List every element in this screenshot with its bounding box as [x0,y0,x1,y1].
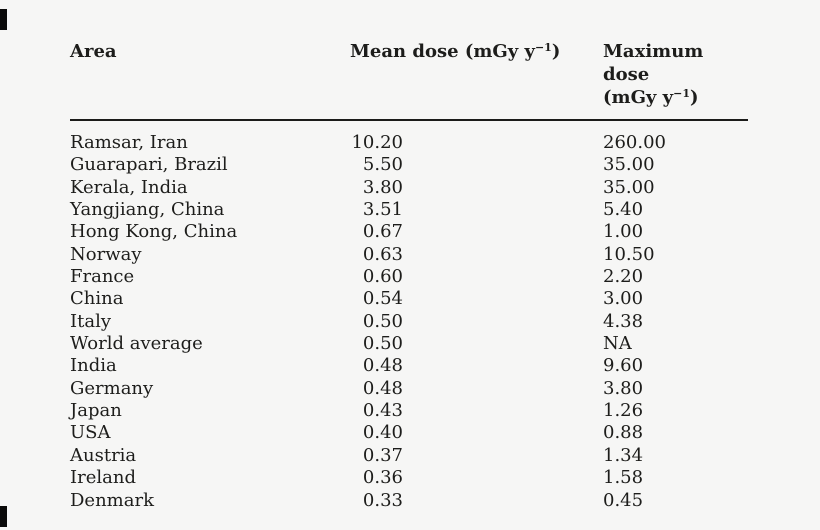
cell-max-dose: 4.38 [603,310,644,332]
table-row: Yangjiang, China 3.51 5.40 [70,199,750,221]
cell-mean-dose: 0.60 [362,266,403,288]
table-row: World average 0.50 NA [70,333,750,355]
cell-max-dose: 1.00 [603,221,644,243]
cell-area: Ireland [70,467,136,489]
radiation-dose-table: Area Mean dose (mGy y−1) Maximum dose (m… [70,40,750,512]
table-row: Italy 0.50 4.38 [70,311,750,333]
cell-max-dose: 35.00 [603,154,655,176]
cell-area: Denmark [70,489,154,511]
table-row: Kerala, India 3.80 35.00 [70,177,750,199]
table-row: China 0.54 3.00 [70,288,750,310]
cell-max-dose: 3.00 [603,288,644,310]
cell-max-dose: 10.50 [603,243,655,265]
cell-max-dose: 0.88 [603,422,644,444]
table-row: Ireland 0.36 1.58 [70,467,750,489]
cell-mean-dose: 0.40 [362,422,403,444]
cell-area: Hong Kong, China [70,221,238,243]
cell-mean-dose: 0.43 [362,400,403,422]
cell-max-dose: 9.60 [603,355,644,377]
cell-area: Guarapari, Brazil [70,154,228,176]
table-body: Ramsar, Iran 10.20 260.00 Guarapari, Bra… [70,132,750,512]
cell-max-dose: 1.34 [603,444,644,466]
column-header-area: Area [70,40,350,63]
cell-area: Ramsar, Iran [70,132,188,153]
column-header-mean-dose: Mean dose (mGy y−1) [350,41,561,62]
cell-area: China [70,288,124,310]
cell-mean-dose: 0.37 [362,444,403,466]
cell-area: Kerala, India [70,176,188,198]
cell-max-dose: 1.26 [603,400,644,422]
cell-area: USA [70,422,111,444]
cell-mean-dose: 5.50 [362,154,403,176]
cell-area: Austria [70,444,137,466]
cell-mean-dose: 0.50 [362,310,403,332]
cell-mean-dose: 0.63 [362,243,403,265]
column-header-maximum-dose: Maximum dose (mGy y−1) [603,41,704,108]
cell-mean-dose: 0.50 [362,333,403,355]
cell-max-dose: 35.00 [603,176,655,198]
cell-mean-dose: 3.80 [362,176,403,198]
cell-area: World average [70,333,203,355]
scan-artifact-bottom-left [0,506,7,527]
cell-area: Germany [70,377,154,399]
cell-max-dose: 2.20 [603,266,644,288]
cell-max-dose: 5.40 [603,199,644,221]
header-rule [70,119,748,121]
cell-mean-dose: 0.48 [362,355,403,377]
cell-area: Italy [70,310,112,332]
table-row: Guarapari, Brazil 5.50 35.00 [70,154,750,176]
table-row: Austria 0.37 1.34 [70,445,750,467]
table-row: Ramsar, Iran 10.20 260.00 [70,132,750,154]
cell-mean-dose: 0.67 [362,221,403,243]
cell-mean-dose: 0.48 [362,377,403,399]
cell-max-dose: NA [603,333,632,355]
scan-artifact-top-left [0,9,7,30]
cell-mean-dose: 0.54 [362,288,403,310]
cell-mean-dose: 0.33 [362,489,403,511]
superscript-exponent: −1 [673,87,690,100]
table-row: Denmark 0.33 0.45 [70,490,750,512]
cell-mean-dose: 0.36 [362,467,403,489]
cell-area: France [70,266,135,288]
table-row: Japan 0.43 1.26 [70,400,750,422]
column-header-area-label: Area [70,41,117,62]
table-row: Norway 0.63 10.50 [70,244,750,266]
cell-mean-dose: 3.51 [362,199,403,221]
cell-area: Norway [70,243,142,265]
cell-mean-dose: 10.20 [351,132,403,153]
cell-max-dose: 3.80 [603,377,644,399]
table-row: India 0.48 9.60 [70,355,750,377]
table-row: Germany 0.48 3.80 [70,378,750,400]
superscript-exponent: −1 [534,41,552,54]
cell-max-dose: 1.58 [603,467,644,489]
table-row: Hong Kong, China 0.67 1.00 [70,221,750,243]
cell-max-dose: 0.45 [603,489,644,511]
table-row: France 0.60 2.20 [70,266,750,288]
table-row: USA 0.40 0.88 [70,422,750,444]
cell-area: Yangjiang, China [70,199,225,221]
table-header-row: Area Mean dose (mGy y−1) Maximum dose (m… [70,40,750,119]
cell-area: India [70,355,117,377]
cell-area: Japan [70,400,122,422]
cell-max-dose: 260.00 [603,132,666,153]
